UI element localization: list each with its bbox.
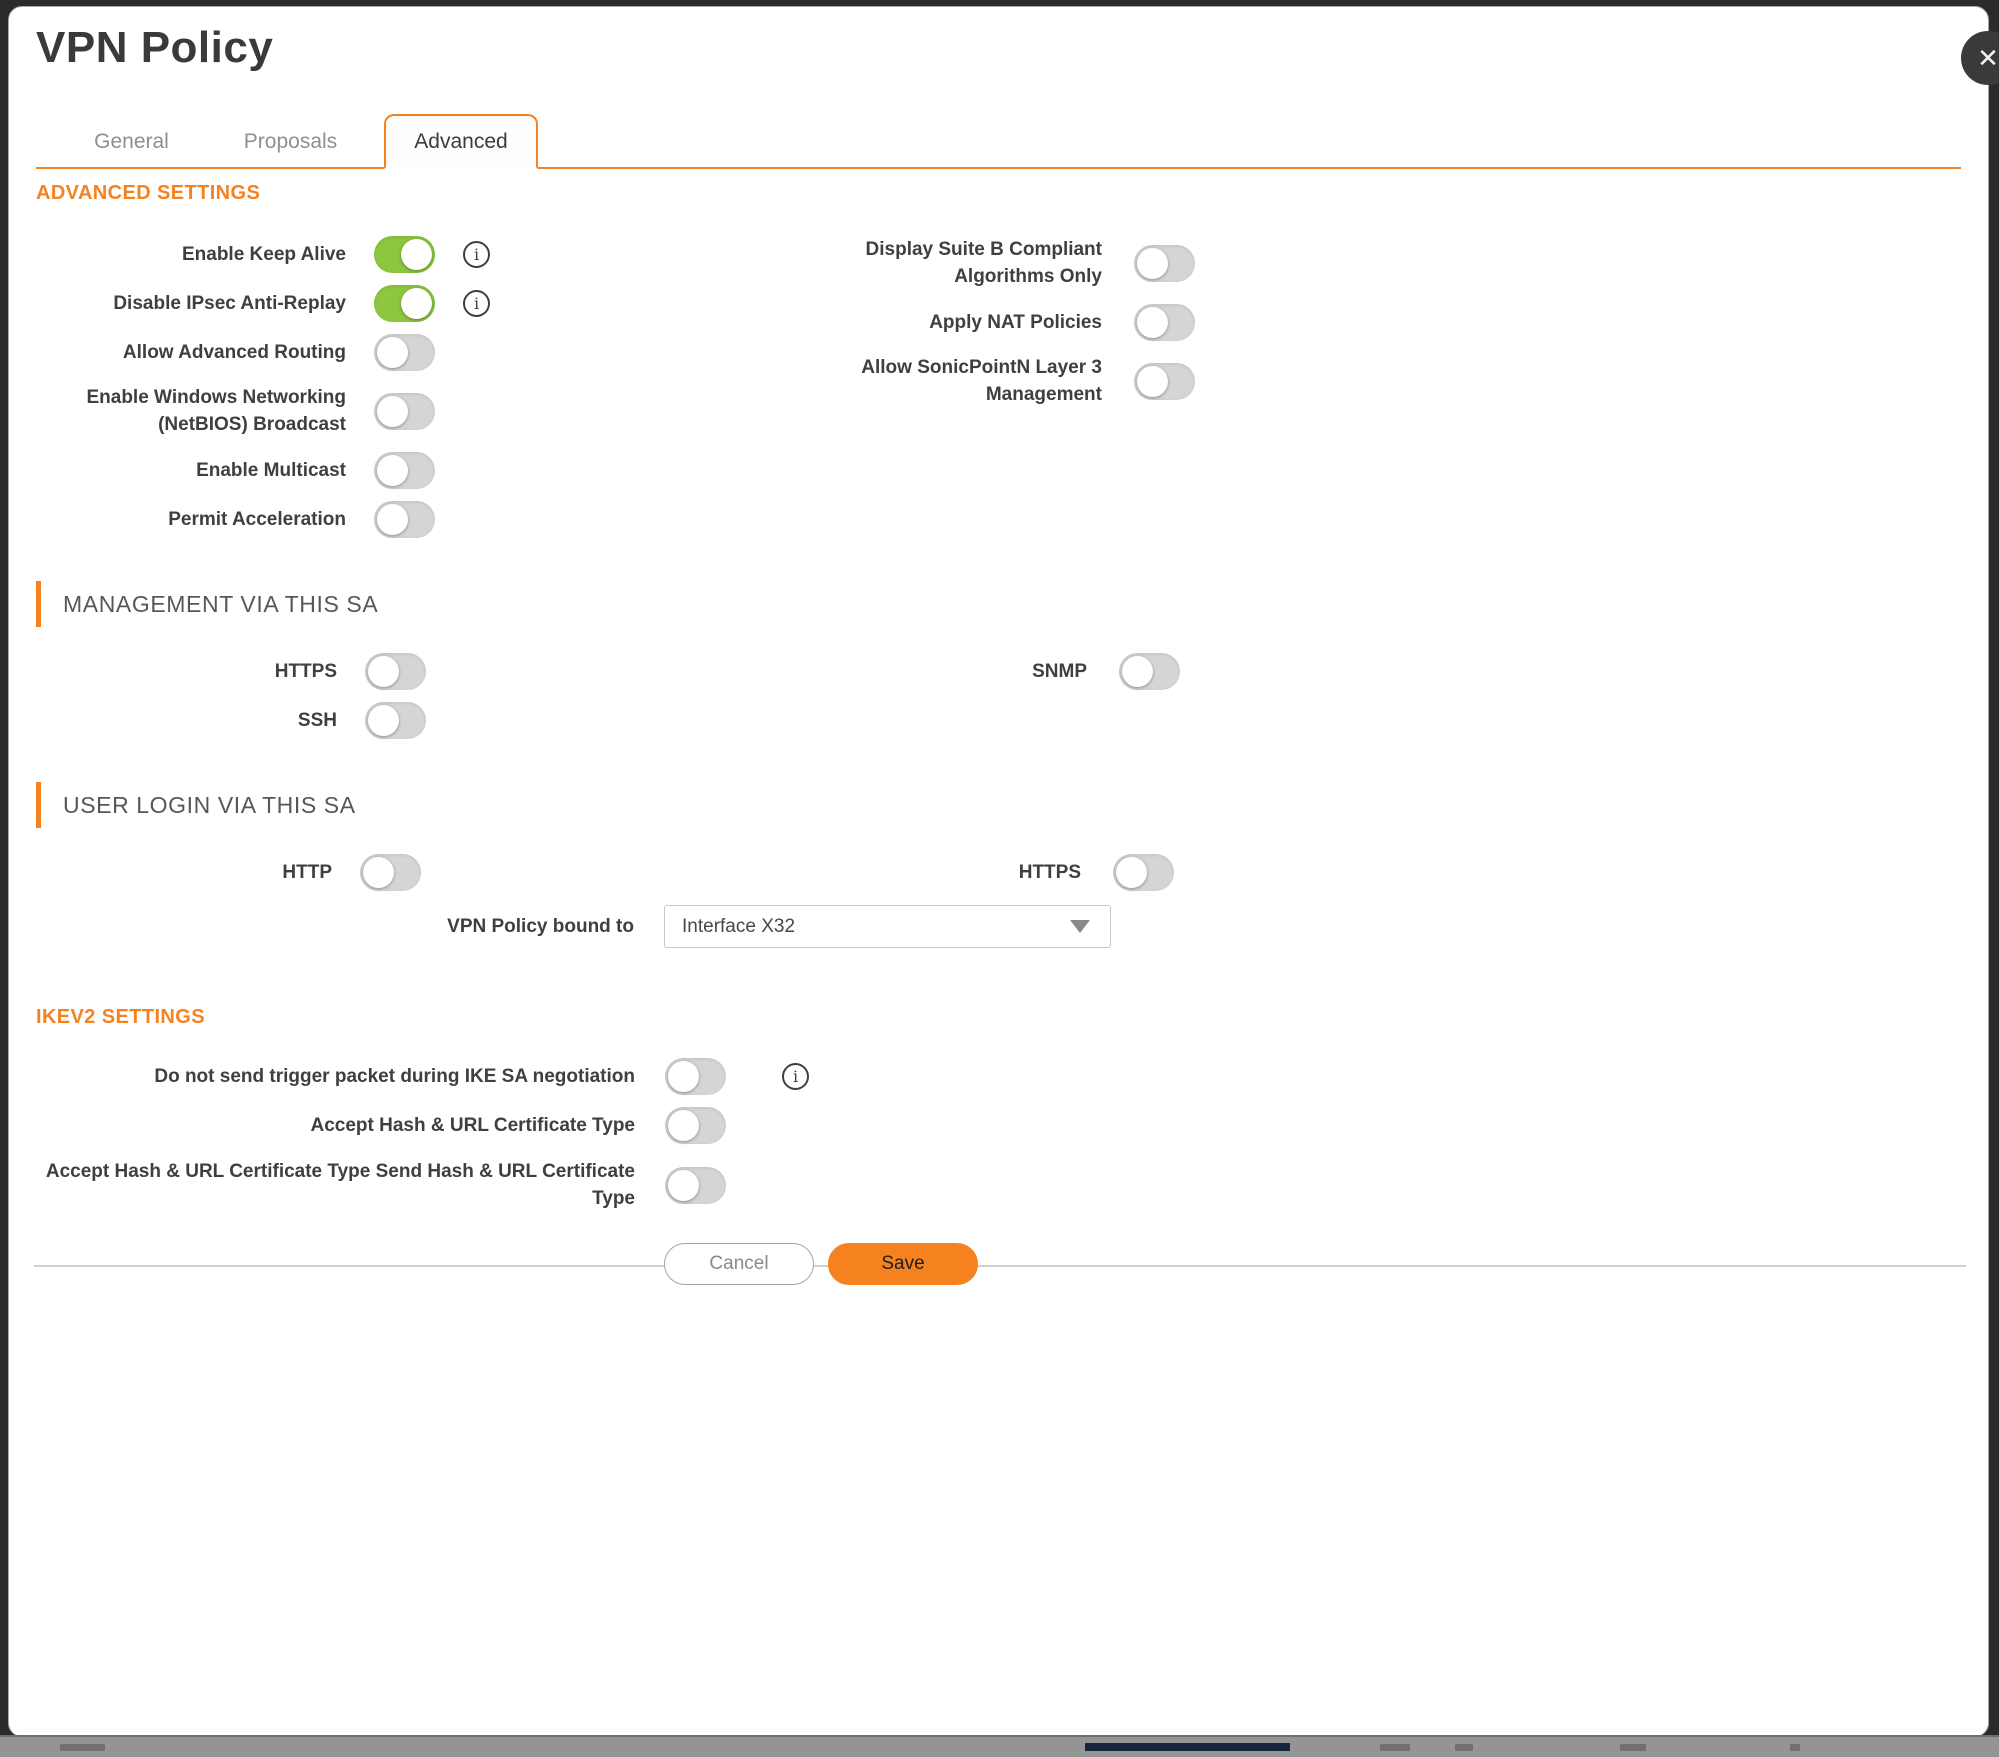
toggle-knob (377, 504, 408, 535)
toggle-knob (1137, 247, 1168, 279)
setting-label: Disable IPsec Anti-Replay (113, 293, 346, 314)
background-fragment (1085, 1743, 1290, 1751)
background-fragment (1380, 1744, 1410, 1751)
toggle-knob (668, 1169, 699, 1201)
setting-row-accept-send-hash-url-cert: Accept Hash & URL Certificate Type Send … (37, 1158, 726, 1212)
setting-row-sonicpointn-layer3: Allow SonicPointN Layer 3 Management (852, 354, 1195, 408)
allow-advanced-routing-toggle[interactable] (374, 334, 435, 371)
enable-multicast-toggle[interactable] (374, 452, 435, 489)
disable-ipsec-anti-replay-toggle[interactable] (374, 285, 435, 322)
setting-row-enable-multicast: Enable Multicast (26, 452, 435, 489)
save-button[interactable]: Save (828, 1243, 978, 1285)
setting-row-no-trigger-packet: Do not send trigger packet during IKE SA… (37, 1058, 809, 1095)
accept-hash-url-cert-toggle[interactable] (665, 1107, 726, 1144)
tab-proposals[interactable]: Proposals (243, 129, 338, 153)
toggle-knob (668, 1061, 699, 1092)
toggle-knob (377, 455, 408, 486)
setting-row-disable-ipsec-anti-replay: Disable IPsec Anti-Replay i (26, 285, 490, 322)
section-heading-user-login-sa: USER LOGIN VIA THIS SA (36, 782, 356, 828)
setting-label: Enable Keep Alive (181, 244, 346, 265)
vpn-policy-dialog: VPN Policy General Proposals Advanced AD… (8, 6, 1989, 1737)
section-heading-advanced-settings: ADVANCED SETTINGS (36, 182, 261, 204)
setting-label: Accept Hash & URL Certificate Type Send … (45, 1161, 635, 1209)
toggle-knob (1122, 656, 1153, 687)
enable-keep-alive-toggle[interactable] (374, 236, 435, 273)
background-fragment (1620, 1744, 1646, 1751)
setting-label: Display Suite B Compliant Algorithms Onl… (865, 239, 1102, 287)
permit-acceleration-toggle[interactable] (374, 501, 435, 538)
toggle-knob (1137, 307, 1168, 338)
no-trigger-packet-toggle[interactable] (665, 1058, 726, 1095)
dropdown-selected-value: Interface X32 (682, 915, 796, 937)
setting-label: Accept Hash & URL Certificate Type (310, 1115, 636, 1136)
setting-label: HTTPS (1018, 862, 1081, 883)
tab-bar-underline (36, 167, 1961, 169)
setting-label: Enable Windows Networking (NetBIOS) Broa… (86, 387, 346, 435)
toggle-knob (1137, 365, 1168, 397)
setting-row-mgmt-https: HTTPS (37, 653, 426, 690)
setting-label: HTTPS (274, 661, 337, 682)
setting-row-apply-nat-policies: Apply NAT Policies (852, 304, 1195, 341)
page-title: VPN Policy (36, 23, 274, 72)
setting-row-suite-b-compliant: Display Suite B Compliant Algorithms Onl… (852, 236, 1195, 290)
toggle-knob (668, 1110, 699, 1141)
close-icon: ✕ (1977, 42, 1999, 73)
toggle-knob (368, 705, 399, 736)
cancel-button[interactable]: Cancel (664, 1243, 814, 1285)
setting-row-vpn-policy-bound-to: VPN Policy bound to Interface X32 (37, 905, 1111, 948)
setting-label: SSH (297, 710, 337, 731)
tab-advanced[interactable]: Advanced (384, 114, 538, 169)
toggle-knob (377, 395, 408, 427)
setting-row-mgmt-snmp: SNMP (837, 653, 1180, 690)
info-icon[interactable]: i (782, 1063, 809, 1090)
setting-label: Allow Advanced Routing (122, 342, 346, 363)
setting-label: Permit Acceleration (168, 509, 346, 530)
mgmt-ssh-toggle[interactable] (365, 702, 426, 739)
setting-label: HTTP (282, 862, 332, 883)
setting-label: Do not send trigger packet during IKE SA… (154, 1066, 635, 1087)
vpn-policy-bound-to-dropdown[interactable]: Interface X32 (664, 905, 1111, 948)
setting-row-mgmt-ssh: SSH (37, 702, 426, 739)
mgmt-https-toggle[interactable] (365, 653, 426, 690)
setting-label: Enable Multicast (196, 460, 346, 481)
setting-label: Apply NAT Policies (929, 312, 1102, 333)
info-icon[interactable]: i (463, 241, 490, 268)
background-fragment (1455, 1744, 1473, 1751)
setting-row-login-http: HTTP (37, 854, 421, 891)
setting-row-enable-keep-alive: Enable Keep Alive i (26, 236, 490, 273)
setting-row-accept-hash-url-cert: Accept Hash & URL Certificate Type (37, 1107, 726, 1144)
section-heading-ikev2-settings: IKEV2 SETTINGS (36, 1006, 205, 1028)
suite-b-compliant-toggle[interactable] (1134, 244, 1195, 282)
toggle-knob (377, 337, 408, 368)
setting-row-netbios-broadcast: Enable Windows Networking (NetBIOS) Broa… (26, 384, 435, 438)
tab-general[interactable]: General (94, 129, 169, 153)
mgmt-snmp-toggle[interactable] (1119, 653, 1180, 690)
apply-nat-policies-toggle[interactable] (1134, 304, 1195, 341)
netbios-broadcast-toggle[interactable] (374, 392, 435, 430)
login-http-toggle[interactable] (360, 854, 421, 891)
setting-row-permit-acceleration: Permit Acceleration (26, 501, 435, 538)
toggle-knob (401, 239, 432, 270)
setting-label: SNMP (1032, 661, 1087, 682)
toggle-knob (363, 857, 394, 888)
setting-label: VPN Policy bound to (447, 916, 634, 937)
setting-row-allow-advanced-routing: Allow Advanced Routing (26, 334, 435, 371)
background-fragment (1790, 1744, 1800, 1751)
setting-label: Allow SonicPointN Layer 3 Management (861, 357, 1102, 405)
section-heading-management-sa: MANAGEMENT VIA THIS SA (36, 581, 378, 627)
login-https-toggle[interactable] (1113, 854, 1174, 891)
toggle-knob (1116, 857, 1147, 888)
info-icon[interactable]: i (463, 290, 490, 317)
chevron-down-icon (1070, 920, 1090, 933)
close-button[interactable]: ✕ (1961, 31, 1999, 85)
background-fragment (60, 1744, 105, 1751)
background-page-sliver (0, 1735, 1999, 1757)
toggle-knob (368, 656, 399, 687)
sonicpointn-layer3-toggle[interactable] (1134, 362, 1195, 400)
accept-send-hash-url-cert-toggle[interactable] (665, 1166, 726, 1204)
setting-row-login-https: HTTPS (831, 854, 1174, 891)
toggle-knob (401, 288, 432, 319)
section-divider (34, 1265, 1966, 1267)
